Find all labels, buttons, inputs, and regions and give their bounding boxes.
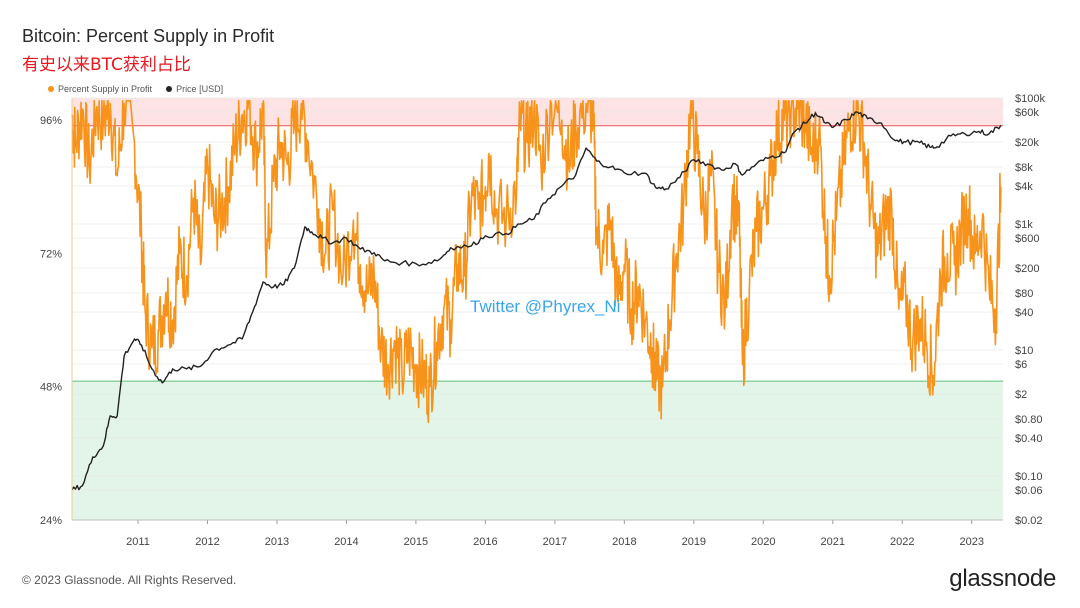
y-right-tick: $40: [1015, 307, 1033, 319]
y-right-tick: $8k: [1015, 162, 1033, 174]
y-right-tick: $0.02: [1015, 515, 1043, 527]
x-tick: 2013: [265, 536, 289, 548]
series-line-price-usd: [71, 111, 1002, 491]
legend-swatch-price: [166, 86, 173, 92]
y-left-tick: 48%: [40, 382, 62, 394]
legend-item-supply[interactable]: Percent Supply in Profit: [48, 84, 152, 94]
chart-subtitle: 有史以来BTC获利占比: [22, 55, 191, 75]
brand-logo: glassnode: [949, 565, 1056, 592]
x-tick: 2012: [195, 536, 219, 548]
legend-label-price: Price [USD]: [176, 84, 224, 94]
y-right-tick: $0.80: [1015, 414, 1043, 426]
watermark: Twitter @Phyrex_Ni: [470, 297, 620, 316]
y-right-tick: $100k: [1015, 93, 1045, 105]
chart-title: Bitcoin: Percent Supply in Profit: [22, 26, 275, 46]
y-right-tick: $20k: [1015, 137, 1039, 149]
y-right-tick: $10: [1015, 345, 1033, 357]
x-tick: 2019: [682, 536, 706, 548]
y-right-tick: $600: [1015, 233, 1039, 245]
y-left-tick: 96%: [40, 115, 62, 127]
legend-swatch-supply: [48, 86, 54, 92]
x-tick: 2015: [404, 536, 428, 548]
y-right-tick: $6: [1015, 359, 1027, 371]
legend: Percent Supply in Profit Price [USD]: [48, 84, 223, 94]
x-tick: 2018: [612, 536, 636, 548]
y-right-tick: $80: [1015, 288, 1033, 300]
y-right-tick: $0.40: [1015, 433, 1043, 445]
band-low-profit: [72, 381, 1003, 520]
y-right-tick: $60k: [1015, 107, 1039, 119]
x-tick: 2017: [543, 536, 567, 548]
y-left-tick: 24%: [40, 515, 62, 527]
legend-label-supply: Percent Supply in Profit: [58, 84, 153, 94]
y-right-tick: $0.10: [1015, 471, 1043, 483]
x-tick: 2020: [751, 536, 775, 548]
y-right-tick: $0.06: [1015, 485, 1043, 497]
y-right-tick: $1k: [1015, 219, 1033, 231]
y-left-tick: 72%: [40, 248, 62, 260]
y-right-tick: $2: [1015, 389, 1027, 401]
x-tick: 2022: [890, 536, 914, 548]
legend-item-price[interactable]: Price [USD]: [166, 84, 223, 94]
x-tick: 2023: [959, 536, 983, 548]
x-tick: 2016: [473, 536, 497, 548]
y-right-tick: $200: [1015, 263, 1039, 275]
series-line-supply-in-profit: [71, 100, 1002, 424]
x-tick: 2011: [126, 536, 150, 548]
y-right-tick: $4k: [1015, 181, 1033, 193]
copyright: © 2023 Glassnode. All Rights Reserved.: [22, 573, 237, 587]
x-tick: 2014: [334, 536, 358, 548]
x-tick: 2021: [821, 536, 845, 548]
